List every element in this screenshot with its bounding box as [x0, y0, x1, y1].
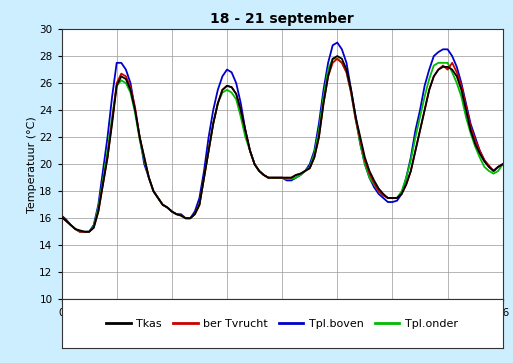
Title: 18 - 21 september: 18 - 21 september	[210, 12, 354, 26]
X-axis label: Tijd (uren): Tijd (uren)	[253, 321, 311, 331]
Legend: Tkas, ber Tvrucht, Tpl.boven, Tpl.onder: Tkas, ber Tvrucht, Tpl.boven, Tpl.onder	[102, 314, 462, 333]
Y-axis label: Temperatuur (°C): Temperatuur (°C)	[27, 116, 36, 213]
